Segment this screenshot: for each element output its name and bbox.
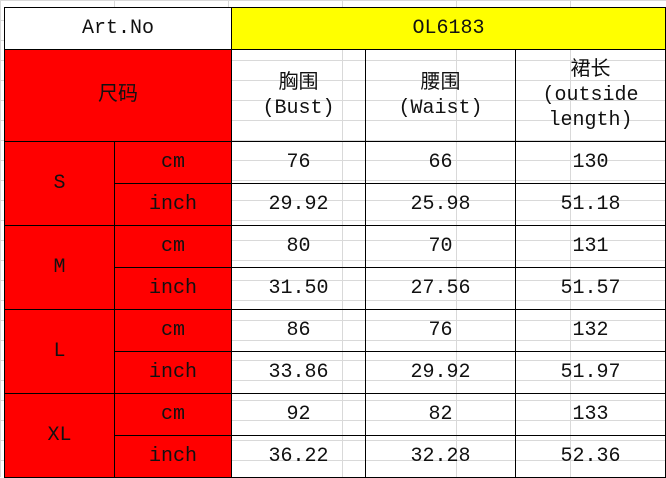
unit-label: inch (114, 267, 232, 310)
bust-header: 胸围 (Bust) (231, 49, 366, 142)
length-header: 裙长 (outside length) (515, 49, 666, 142)
length-value: 51.18 (515, 183, 666, 226)
bust-en: (Bust) (262, 96, 335, 120)
unit-label: inch (114, 435, 232, 478)
length-value: 51.97 (515, 351, 666, 394)
art-no-value: OL6183 (231, 7, 666, 50)
unit-label: inch (114, 351, 232, 394)
bust-value: 86 (231, 309, 366, 352)
length-en-1: (outside (542, 84, 639, 107)
bust-value: 76 (231, 141, 366, 184)
bust-value: 31.50 (231, 267, 366, 310)
table-row: inch 31.50 27.56 51.57 (5, 267, 666, 310)
size-chart-table: Art.No OL6183 尺码 胸围 (Bust) 腰围 (Waist) 裙长 (o… (4, 7, 666, 478)
length-value: 132 (515, 309, 666, 352)
table-row: inch 29.92 25.98 51.18 (5, 183, 666, 226)
size-label: XL (4, 393, 115, 478)
unit-label: cm (114, 141, 232, 184)
unit-label: cm (114, 393, 232, 436)
size-label: S (4, 141, 115, 226)
unit-label: cm (114, 309, 232, 352)
bust-value: 80 (231, 225, 366, 268)
waist-value: 27.56 (365, 267, 516, 310)
waist-value: 32.28 (365, 435, 516, 478)
waist-en: (Waist) (398, 96, 483, 120)
waist-header: 腰围 (Waist) (365, 49, 516, 142)
waist-value: 76 (365, 309, 516, 352)
unit-label: cm (114, 225, 232, 268)
waist-value: 29.92 (365, 351, 516, 394)
size-label: M (4, 225, 115, 310)
length-value: 52.36 (515, 435, 666, 478)
length-value: 51.57 (515, 267, 666, 310)
art-no-label: Art.No (4, 7, 232, 50)
table-row: XL cm 92 82 133 (4, 393, 666, 478)
bust-value: 36.22 (231, 435, 366, 478)
length-value: 131 (515, 225, 666, 268)
bust-value: 33.86 (231, 351, 366, 394)
unit-label: inch (114, 183, 232, 226)
length-value: 133 (515, 393, 666, 436)
bust-zh: 胸围 (278, 71, 319, 95)
waist-value: 25.98 (365, 183, 516, 226)
waist-value: 70 (365, 225, 516, 268)
waist-value: 82 (365, 393, 516, 436)
length-en-2: length) (548, 109, 633, 132)
waist-zh: 腰围 (420, 71, 461, 95)
bust-value: 92 (231, 393, 366, 436)
table-row: inch 33.86 29.92 51.97 (5, 351, 666, 394)
table-row: inch 36.22 32.28 52.36 (5, 435, 666, 478)
length-value: 130 (515, 141, 666, 184)
size-label: L (4, 309, 115, 394)
size-header: 尺码 (4, 49, 232, 142)
length-zh: 裙长 (570, 59, 611, 82)
bust-value: 29.92 (231, 183, 366, 226)
waist-value: 66 (365, 141, 516, 184)
